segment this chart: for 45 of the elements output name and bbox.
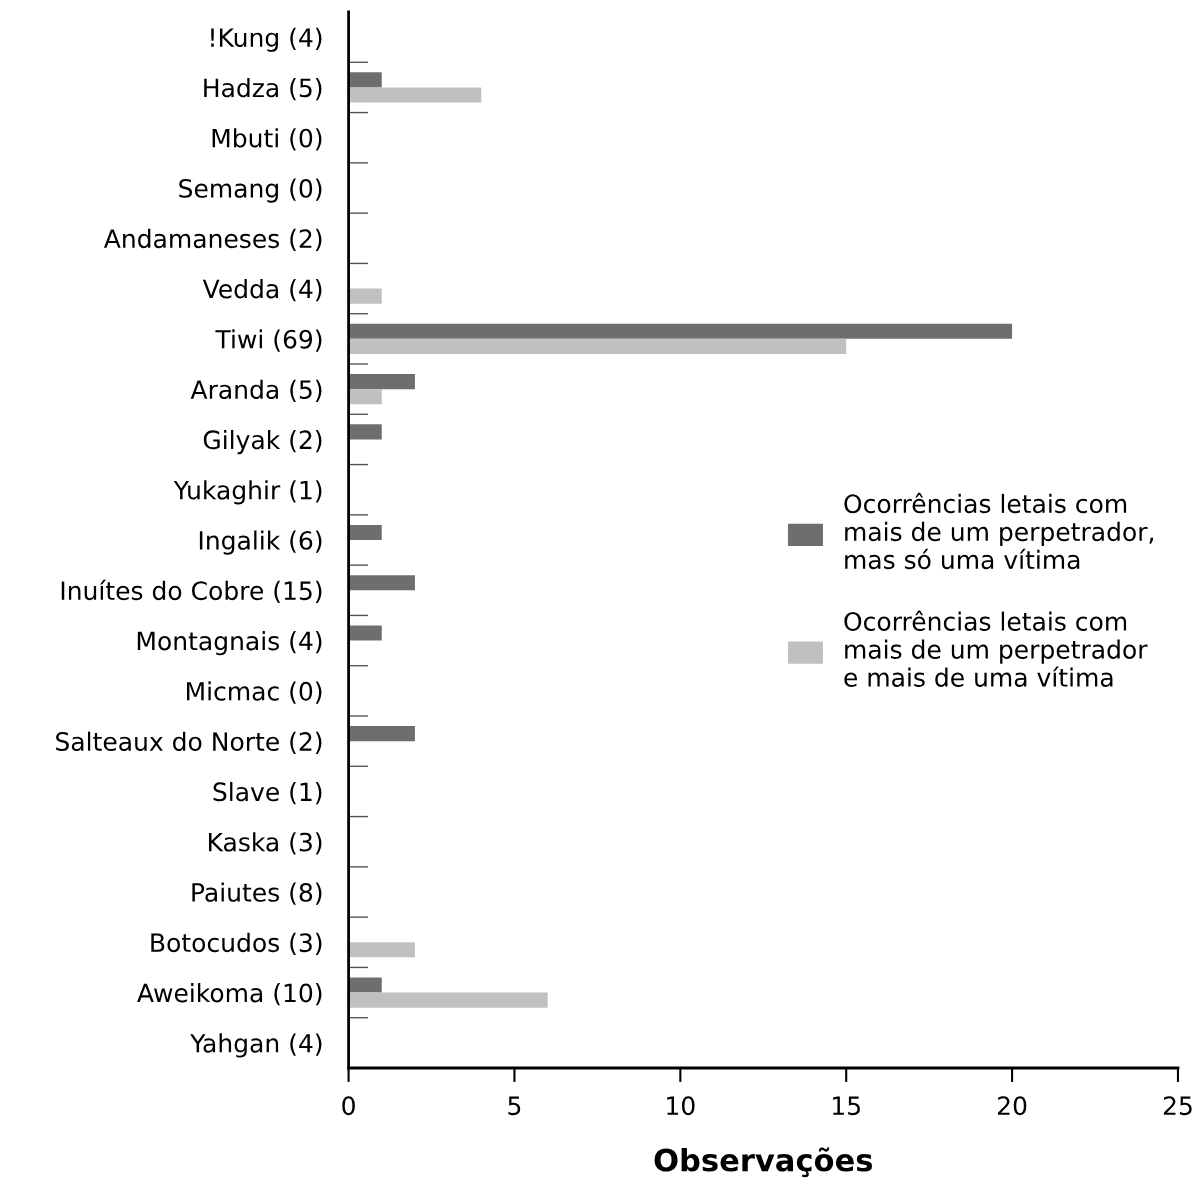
y-tick-label: Hadza (5): [204, 77, 322, 101]
x-tick-label: 20: [998, 1096, 1027, 1116]
bar: [348, 977, 382, 993]
legend-label: Ocorrências letais com mais de um perpetrador, mas só uma vítima: [844, 492, 1154, 570]
y-tick-label: Aweikoma (10): [137, 983, 322, 1006]
bar: [348, 288, 382, 304]
bar: [348, 942, 415, 958]
y-tick-label: Montagnais (4): [137, 631, 322, 656]
y-tick-label: Salteaux do Norte (2): [56, 731, 322, 754]
y-tick-label: Kaska (3): [209, 832, 322, 855]
y-tick-label: Micmac (0): [186, 681, 322, 704]
y-tick-label: Paiutes (8): [192, 882, 322, 905]
y-tick-label: Semang (0): [179, 178, 322, 203]
y-tick-label: Slave (1): [213, 781, 322, 805]
y-tick-label: Botocudos (3): [151, 932, 322, 956]
legend-label: Ocorrências letais com mais de um perpetrador e mais de uma vítima: [844, 610, 1148, 687]
y-tick-label: Yahgan (4): [190, 1033, 322, 1058]
x-axis-title: Observações: [654, 1147, 873, 1178]
bar: [348, 575, 415, 591]
bar: [348, 389, 382, 405]
x-tick-label: 15: [833, 1096, 860, 1116]
y-tick-label: Tiwi (69): [215, 329, 322, 352]
bar: [348, 726, 415, 742]
y-tick-label: Vedda (4): [202, 279, 322, 302]
y-tick-label: Gilyak (2): [203, 429, 322, 455]
y-tick-label: Aranda (5): [190, 379, 322, 402]
x-tick-label: 10: [667, 1096, 695, 1116]
x-tick-label: 5: [508, 1096, 521, 1116]
bar: [348, 625, 382, 641]
bar: [348, 524, 382, 540]
y-tick-label: !Kung (4): [211, 27, 322, 52]
y-tick-label: Yukaghir (1): [173, 480, 322, 505]
bar: [348, 374, 415, 390]
bar: [348, 424, 382, 440]
bar: [348, 992, 548, 1008]
bar: [348, 338, 847, 354]
y-tick-label: Inuítes do Cobre (15): [61, 579, 322, 604]
y-tick-label: Andamaneses (2): [103, 228, 322, 252]
bar: [348, 72, 382, 88]
x-tick-label: 0: [342, 1096, 355, 1116]
x-tick-label: 25: [1163, 1096, 1192, 1116]
y-tick-label: Ingalik (6): [199, 530, 322, 555]
bar: [348, 323, 1013, 339]
y-tick-label: Mbuti (0): [212, 128, 322, 151]
bar: [348, 87, 482, 103]
